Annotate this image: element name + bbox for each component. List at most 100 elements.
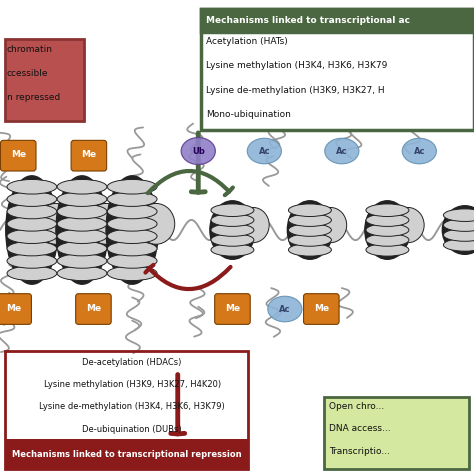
Ellipse shape [287, 201, 332, 259]
FancyBboxPatch shape [71, 140, 107, 171]
Ellipse shape [211, 244, 254, 256]
Text: Ac: Ac [336, 146, 347, 155]
Text: Open chro...: Open chro... [329, 402, 384, 411]
Text: chromatin: chromatin [7, 45, 53, 54]
Ellipse shape [469, 208, 474, 243]
Ellipse shape [57, 192, 107, 206]
Text: Ub: Ub [192, 146, 205, 155]
Text: Mechanisms linked to transcriptional repression: Mechanisms linked to transcriptional rep… [12, 450, 241, 459]
Ellipse shape [365, 201, 410, 259]
Ellipse shape [289, 244, 331, 256]
Ellipse shape [107, 192, 157, 206]
Text: n repressed: n repressed [7, 93, 60, 102]
Ellipse shape [6, 176, 58, 284]
Text: De-ubiquination (DUBs): De-ubiquination (DUBs) [82, 425, 182, 434]
Ellipse shape [289, 204, 331, 217]
Ellipse shape [211, 204, 254, 217]
Bar [5, 439, 248, 469]
Ellipse shape [443, 238, 474, 251]
Ellipse shape [442, 206, 474, 255]
Ellipse shape [7, 180, 57, 194]
Ellipse shape [181, 137, 215, 164]
Ellipse shape [443, 219, 474, 231]
Ellipse shape [210, 201, 255, 259]
Text: Mono-ubiquination: Mono-ubiquination [206, 109, 291, 118]
Ellipse shape [7, 192, 57, 206]
Ellipse shape [247, 138, 282, 164]
FancyBboxPatch shape [303, 294, 339, 324]
Ellipse shape [57, 217, 107, 231]
Ellipse shape [366, 244, 409, 256]
Text: Me: Me [82, 150, 96, 159]
Ellipse shape [107, 241, 157, 256]
FancyBboxPatch shape [0, 294, 31, 324]
Ellipse shape [7, 266, 57, 281]
Text: Me: Me [86, 304, 101, 312]
Ellipse shape [57, 266, 107, 281]
Ellipse shape [87, 203, 125, 244]
Ellipse shape [37, 203, 74, 244]
Ellipse shape [7, 204, 57, 219]
Ellipse shape [402, 138, 437, 164]
Ellipse shape [366, 224, 409, 237]
Ellipse shape [325, 138, 359, 164]
Text: Ac: Ac [413, 146, 425, 155]
Ellipse shape [7, 241, 57, 256]
Ellipse shape [392, 208, 424, 243]
Bar [201, 9, 474, 130]
Ellipse shape [211, 234, 254, 246]
Text: Me: Me [314, 304, 329, 312]
Text: Lysine methylation (H3K9, H3K27, H4K20): Lysine methylation (H3K9, H3K27, H4K20) [44, 380, 221, 389]
Ellipse shape [289, 214, 331, 227]
Bar [5, 351, 248, 469]
Text: ccessible: ccessible [7, 69, 48, 78]
Ellipse shape [57, 254, 107, 268]
Text: Mechanisms linked to transcriptional ac: Mechanisms linked to transcriptional ac [206, 16, 410, 25]
Ellipse shape [57, 241, 107, 256]
Text: Me: Me [225, 304, 240, 312]
Ellipse shape [57, 229, 107, 244]
Text: Me: Me [6, 304, 21, 312]
Ellipse shape [57, 180, 107, 194]
Ellipse shape [107, 266, 157, 281]
Ellipse shape [107, 217, 157, 231]
Ellipse shape [443, 228, 474, 241]
Ellipse shape [289, 224, 331, 237]
Text: Lysine de-methylation (H3K9, H3K27, H: Lysine de-methylation (H3K9, H3K27, H [206, 85, 384, 94]
Ellipse shape [107, 180, 157, 194]
Bar [201, 9, 474, 32]
Ellipse shape [7, 254, 57, 268]
Ellipse shape [106, 176, 158, 284]
FancyBboxPatch shape [76, 294, 111, 324]
Ellipse shape [289, 234, 331, 246]
FancyBboxPatch shape [215, 294, 250, 324]
Text: Ac: Ac [279, 304, 291, 313]
Ellipse shape [366, 234, 409, 246]
Ellipse shape [268, 296, 302, 322]
Ellipse shape [107, 204, 157, 219]
Ellipse shape [211, 224, 254, 237]
Ellipse shape [57, 204, 107, 219]
Text: Lysine methylation (H3K4, H3K6, H3K79: Lysine methylation (H3K4, H3K6, H3K79 [206, 61, 387, 70]
Text: Transcriptio...: Transcriptio... [329, 447, 390, 456]
Text: Lysine de-methylation (H3K4, H3K6, H3K79): Lysine de-methylation (H3K4, H3K6, H3K79… [39, 402, 225, 411]
Ellipse shape [7, 229, 57, 244]
Text: Acetylation (HATs): Acetylation (HATs) [206, 37, 288, 46]
Text: De-acetylation (HDACs): De-acetylation (HDACs) [82, 358, 182, 367]
Ellipse shape [314, 208, 346, 243]
Ellipse shape [211, 214, 254, 227]
Ellipse shape [107, 254, 157, 268]
Text: Ac: Ac [259, 146, 270, 155]
Ellipse shape [366, 204, 409, 217]
Bar [5, 39, 84, 121]
Ellipse shape [366, 214, 409, 227]
Ellipse shape [7, 217, 57, 231]
Ellipse shape [56, 176, 108, 284]
Ellipse shape [237, 208, 269, 243]
Text: Me: Me [11, 150, 26, 159]
FancyBboxPatch shape [0, 140, 36, 171]
Bar [324, 397, 469, 469]
Ellipse shape [443, 209, 474, 221]
Text: DNA access...: DNA access... [329, 424, 391, 433]
Ellipse shape [137, 203, 175, 244]
